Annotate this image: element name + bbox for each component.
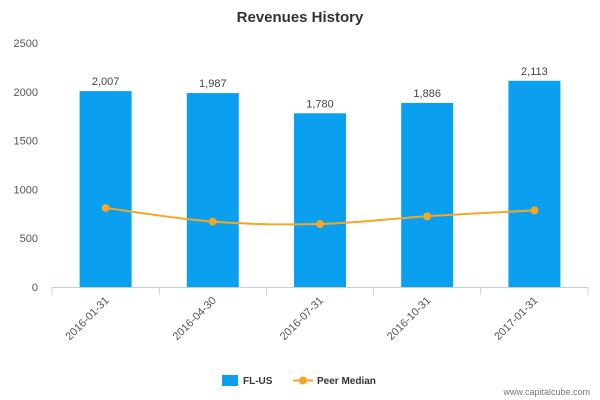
bar-data-label: 1,886 (413, 88, 441, 100)
legend: FL-US Peer Median (222, 375, 376, 387)
legend-label: FL-US (243, 376, 273, 387)
y-tick-label: 1000 (14, 184, 38, 196)
peer-median-point (101, 203, 110, 212)
credit-text: www.capitalcube.com (502, 387, 590, 397)
peer-median-point (530, 206, 539, 215)
line-series (101, 203, 539, 229)
y-tick-label: 2000 (14, 87, 38, 99)
peer-median-point (316, 220, 324, 229)
y-tick-label: 2500 (14, 38, 38, 50)
legend-swatch-bar (222, 375, 238, 386)
y-tick-label: 0 (32, 282, 38, 294)
bar-data-label: 1,987 (199, 78, 227, 90)
bar (401, 102, 454, 288)
peer-median-point (423, 212, 432, 221)
bar (79, 91, 132, 288)
x-tick-label: 2017-01-31 (492, 295, 540, 343)
y-tick-label: 500 (20, 233, 38, 245)
bar (294, 113, 346, 287)
x-tick-label: 2016-10-31 (385, 295, 433, 343)
legend-swatch-marker (299, 376, 307, 385)
bar (508, 80, 561, 287)
x-axis: 2016-01-31 2016-04-30 2016-07-31 2016-10-31… (51, 287, 589, 343)
bar-data-label: 2,113 (521, 66, 548, 78)
bar-data-label: 2,007 (92, 76, 120, 88)
x-tick-label: 2016-04-30 (171, 295, 219, 343)
x-tick-label: 2016-07-31 (278, 295, 326, 343)
peer-median-point (208, 217, 217, 226)
bar-series: 2,007 1,987 1,780 1,886 2,113 (79, 66, 561, 288)
chart-title: Revenues History (237, 9, 364, 26)
legend-label: Peer Median (317, 376, 376, 387)
y-tick-label: 1500 (14, 136, 38, 148)
bar (186, 93, 239, 287)
bar-data-label: 1,780 (306, 98, 334, 110)
y-axis: 0 500 1000 1500 2000 2500 (14, 38, 38, 294)
x-tick-label: 2016-01-31 (63, 295, 111, 343)
